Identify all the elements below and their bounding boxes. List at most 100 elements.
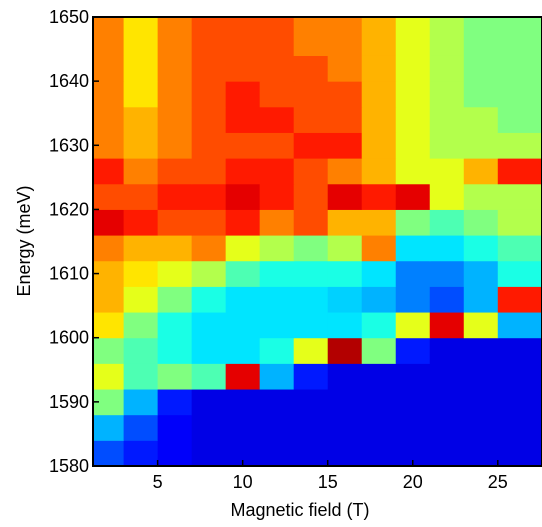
y-tick-label: 1650: [49, 7, 89, 27]
heatmap-cell: [93, 183, 125, 210]
heatmap-cell: [225, 55, 261, 82]
heatmap-cell: [395, 414, 431, 441]
heatmap-cell: [361, 440, 397, 467]
heatmap-cell: [429, 209, 465, 236]
heatmap-cell: [123, 158, 159, 185]
heatmap-cell: [463, 17, 499, 56]
heatmap-cell: [157, 286, 193, 313]
heatmap-cell: [123, 209, 159, 236]
x-tick-label: 20: [403, 472, 423, 492]
heatmap-cell: [327, 389, 363, 416]
heatmap-cell: [395, 209, 431, 236]
heatmap-cell: [93, 414, 125, 441]
heatmap-cell: [225, 286, 261, 313]
heatmap-cell: [395, 106, 431, 133]
heatmap-cell: [225, 158, 261, 185]
heatmap-cell: [497, 209, 542, 236]
heatmap-cell: [259, 17, 295, 56]
heatmap-cell: [191, 286, 227, 313]
heatmap-cell: [259, 235, 295, 262]
heatmap-cell: [157, 55, 193, 82]
heatmap-cell: [259, 183, 295, 210]
heatmap-cell: [463, 312, 499, 339]
heatmap-cell: [327, 132, 363, 159]
plot-frame: [92, 16, 542, 467]
heatmap-cell: [463, 132, 499, 159]
heatmap-cell: [123, 81, 159, 108]
heatmap-cell: [93, 81, 125, 108]
heatmap-cell: [429, 158, 465, 185]
heatmap-cell: [157, 414, 193, 441]
heatmap-cell: [123, 312, 159, 339]
x-tick-label: 25: [488, 472, 508, 492]
heatmap-cell: [191, 389, 227, 416]
heatmap-cell: [327, 158, 363, 185]
heatmap-cell: [259, 132, 295, 159]
heatmap-cell: [225, 312, 261, 339]
heatmap-cell: [497, 132, 542, 159]
heatmap-cell: [191, 209, 227, 236]
heatmap-cell: [259, 414, 295, 441]
heatmap-cell: [327, 337, 363, 364]
heatmap-cell: [429, 440, 465, 467]
heatmap-cell: [157, 132, 193, 159]
heatmap-cell: [327, 312, 363, 339]
heatmap-cell: [191, 260, 227, 287]
heatmap-cell: [93, 440, 125, 467]
heatmap-cell: [327, 209, 363, 236]
heatmap-cell: [327, 81, 363, 108]
heatmap-cell: [463, 389, 499, 416]
heatmap-cell: [293, 132, 329, 159]
heatmap-cell: [327, 183, 363, 210]
heatmap-cell: [361, 389, 397, 416]
heatmap-cell: [293, 106, 329, 133]
heatmap-cell: [463, 337, 499, 364]
heatmap-cell: [429, 389, 465, 416]
heatmap-cell: [293, 235, 329, 262]
heatmap-cell: [429, 132, 465, 159]
heatmap-cell: [293, 414, 329, 441]
heatmap-cell: [463, 235, 499, 262]
heatmap-cell: [395, 286, 431, 313]
heatmap-cell: [395, 260, 431, 287]
heatmap-cell: [293, 55, 329, 82]
heatmap-cell: [259, 55, 295, 82]
heatmap-cell: [395, 312, 431, 339]
x-axis-label: Magnetic field (T): [230, 500, 369, 520]
heatmap-cell: [429, 260, 465, 287]
heatmap-cell: [225, 106, 261, 133]
heatmap-cell: [259, 209, 295, 236]
heatmap-cell: [293, 286, 329, 313]
heatmap-cell: [497, 158, 542, 185]
heatmap-cell: [327, 55, 363, 82]
y-tick-label: 1620: [49, 199, 89, 219]
heatmap-cell: [293, 312, 329, 339]
heatmap-cell: [361, 286, 397, 313]
heatmap-cell: [463, 209, 499, 236]
x-tick-label: 5: [153, 472, 163, 492]
heatmap-cell: [361, 158, 397, 185]
heatmap-cell: [463, 260, 499, 287]
heatmap-cell: [497, 55, 542, 82]
heatmap-cell: [93, 235, 125, 262]
heatmap-cell: [497, 337, 542, 364]
heatmap-cell: [157, 183, 193, 210]
heatmap-cell: [395, 158, 431, 185]
heatmap-cell: [361, 260, 397, 287]
heatmap-cell: [395, 55, 431, 82]
heatmap-cell: [157, 158, 193, 185]
heatmap-cell: [429, 414, 465, 441]
y-tick-label: 1600: [49, 328, 89, 348]
heatmap-cell: [225, 183, 261, 210]
heatmap-cell: [191, 440, 227, 467]
heatmap-cell: [225, 260, 261, 287]
heatmap-cell: [123, 260, 159, 287]
heatmap-cell: [293, 209, 329, 236]
heatmap-cell: [123, 440, 159, 467]
heatmap-cell: [361, 363, 397, 390]
heatmap-cell: [327, 440, 363, 467]
heatmap-cell: [463, 363, 499, 390]
heatmap-cell: [395, 363, 431, 390]
heatmap-cell: [395, 183, 431, 210]
